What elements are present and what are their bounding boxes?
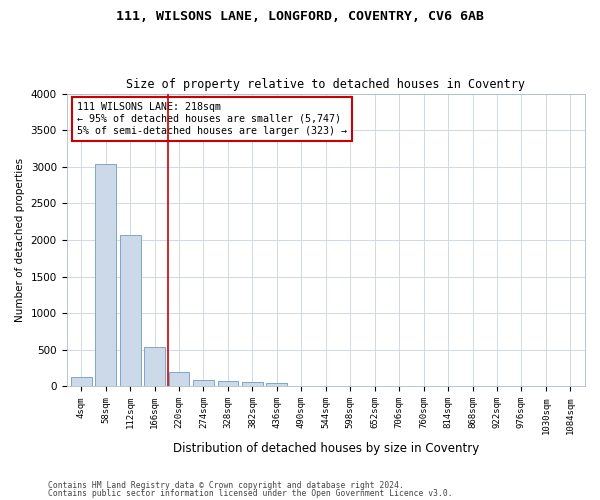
Bar <box>169 372 190 386</box>
Bar <box>193 380 214 386</box>
Bar <box>218 381 238 386</box>
X-axis label: Distribution of detached houses by size in Coventry: Distribution of detached houses by size … <box>173 442 479 455</box>
Text: Contains HM Land Registry data © Crown copyright and database right 2024.: Contains HM Land Registry data © Crown c… <box>48 481 404 490</box>
Y-axis label: Number of detached properties: Number of detached properties <box>15 158 25 322</box>
Bar <box>71 377 92 386</box>
Bar <box>242 382 263 386</box>
Text: 111 WILSONS LANE: 218sqm
← 95% of detached houses are smaller (5,747)
5% of semi: 111 WILSONS LANE: 218sqm ← 95% of detach… <box>77 102 347 136</box>
Bar <box>120 235 140 386</box>
Text: Contains public sector information licensed under the Open Government Licence v3: Contains public sector information licen… <box>48 488 452 498</box>
Text: 111, WILSONS LANE, LONGFORD, COVENTRY, CV6 6AB: 111, WILSONS LANE, LONGFORD, COVENTRY, C… <box>116 10 484 23</box>
Title: Size of property relative to detached houses in Coventry: Size of property relative to detached ho… <box>126 78 525 91</box>
Bar <box>144 347 165 387</box>
Bar <box>95 164 116 386</box>
Bar <box>266 382 287 386</box>
